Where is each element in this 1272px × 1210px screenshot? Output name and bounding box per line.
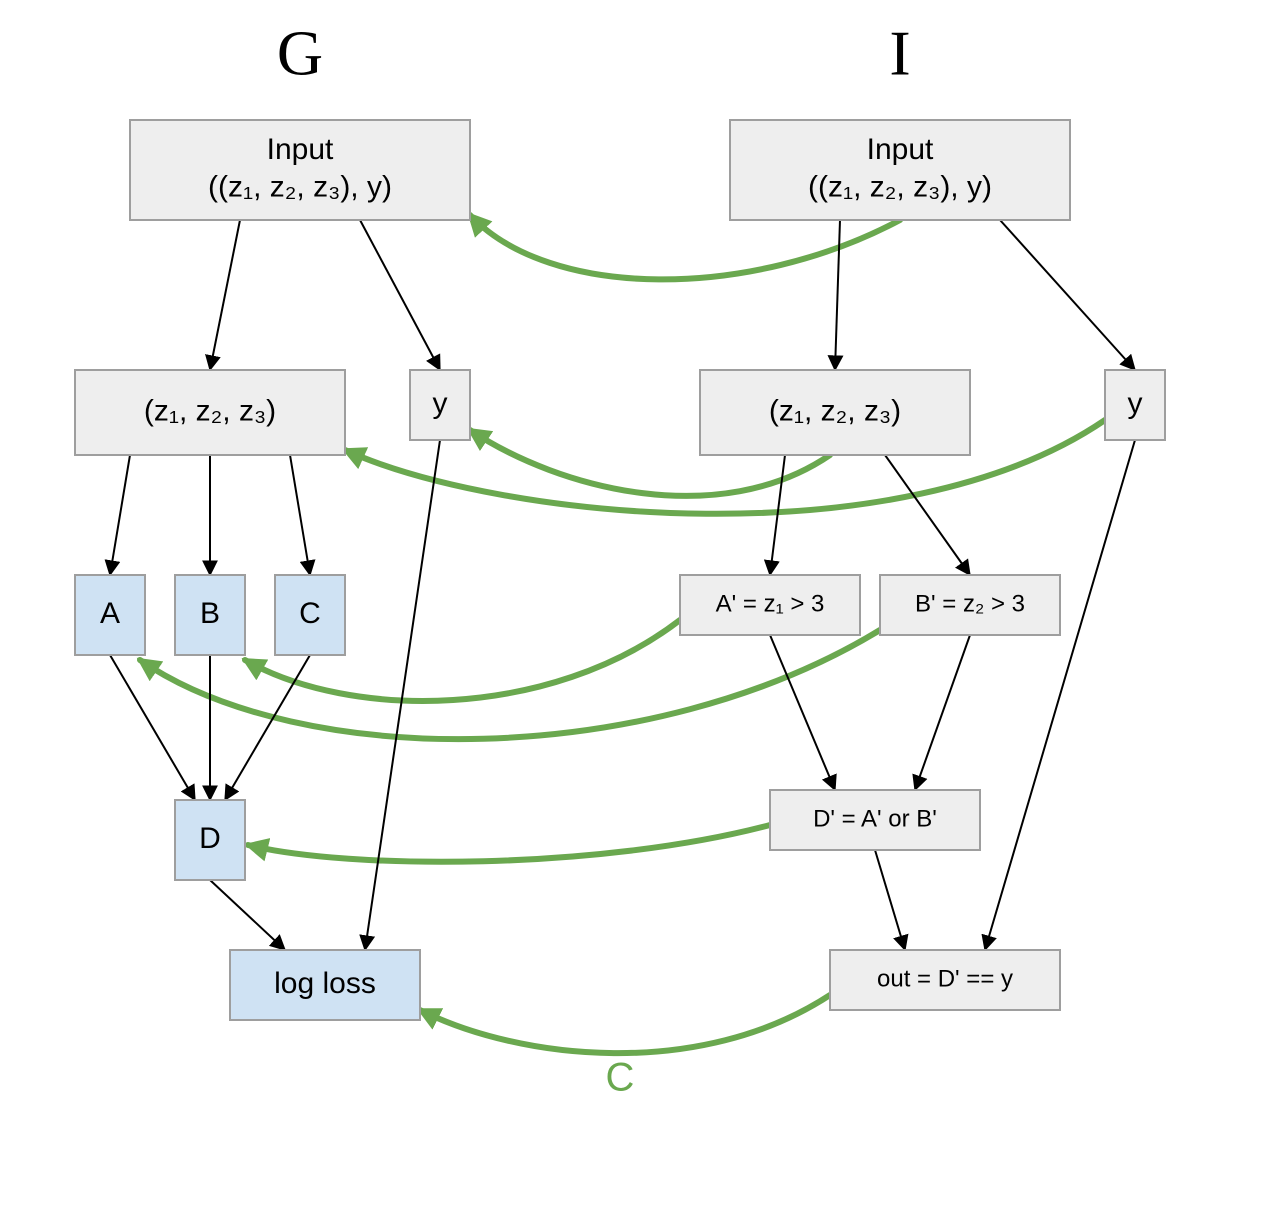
node-G_input-text-1: ((z₁, z₂, z₃), y)	[208, 171, 392, 204]
node-G_D: D	[175, 800, 245, 880]
node-I_y-text-0: y	[1128, 387, 1143, 420]
node-G_log: log loss	[230, 950, 420, 1020]
arrow-G_input-to-G_y	[360, 220, 440, 370]
node-I_input-text-0: Input	[867, 133, 934, 166]
correspondence-label: C	[606, 1056, 635, 1100]
green-arrow-6	[420, 995, 830, 1053]
node-G_C-text-0: C	[299, 597, 321, 630]
arrow-I_Bp-to-I_Dp	[915, 635, 970, 790]
arrow-I_z-to-I_Bp	[885, 455, 970, 575]
green-arrow-4	[140, 630, 880, 739]
node-G_input-text-0: Input	[267, 133, 334, 166]
arrow-G_input-to-G_z	[210, 220, 240, 370]
arrow-G_A-to-G_D	[110, 655, 195, 800]
node-G_y: y	[410, 370, 470, 440]
node-G_B: B	[175, 575, 245, 655]
diagram-canvas: G I Input ((z₁, z₂, z₃), y) (z₁, z₂, z₃) y A…	[0, 0, 1272, 1210]
node-I_out: out = D' == y	[830, 950, 1060, 1010]
green-arrow-5	[248, 825, 770, 862]
arrow-G_D-to-G_log	[210, 880, 285, 950]
node-I_input: Input ((z₁, z₂, z₃), y)	[730, 120, 1070, 220]
arrow-I_Dp-to-I_out	[875, 850, 905, 950]
node-G_input: Input ((z₁, z₂, z₃), y)	[130, 120, 470, 220]
node-I_y: y	[1105, 370, 1165, 440]
node-I_Ap: A' = z₁ > 3	[680, 575, 860, 635]
node-I_Dp-text-0: D' = A' or B'	[813, 805, 937, 832]
node-G_D-text-0: D	[199, 822, 221, 855]
arrow-I_input-to-I_y	[1000, 220, 1135, 370]
arrow-I_y-to-I_out	[985, 440, 1135, 950]
title-I: I	[889, 18, 910, 89]
node-G_y-text-0: y	[433, 387, 448, 420]
arrow-G_z-to-G_C	[290, 455, 310, 575]
node-I_Bp: B' = z₂ > 3	[880, 575, 1060, 635]
node-I_z: (z₁, z₂, z₃)	[700, 370, 970, 455]
node-I_Ap-text-0: A' = z₁ > 3	[716, 590, 825, 617]
node-I_z-text-0: (z₁, z₂, z₃)	[769, 394, 901, 427]
node-I_Dp: D' = A' or B'	[770, 790, 980, 850]
node-G_z-text-0: (z₁, z₂, z₃)	[144, 394, 276, 427]
node-G_A-text-0: A	[100, 597, 120, 630]
node-I_input-text-1: ((z₁, z₂, z₃), y)	[808, 171, 992, 204]
node-G_log-text-0: log loss	[274, 967, 376, 1000]
arrow-G_z-to-G_A	[110, 455, 130, 575]
node-G_B-text-0: B	[200, 597, 220, 630]
node-I_out-text-0: out = D' == y	[877, 965, 1013, 992]
arrow-G_C-to-G_D	[225, 655, 310, 800]
node-I_Bp-text-0: B' = z₂ > 3	[915, 590, 1025, 617]
node-G_z: (z₁, z₂, z₃)	[75, 370, 345, 455]
green-arrow-0	[470, 215, 900, 279]
arrow-G_y-to-G_log	[365, 440, 440, 950]
arrow-I_input-to-I_z	[835, 220, 840, 370]
title-G: G	[277, 18, 323, 89]
node-G_C: C	[275, 575, 345, 655]
node-G_A: A	[75, 575, 145, 655]
nodes: Input ((z₁, z₂, z₃), y) (z₁, z₂, z₃) y A B C Dl…	[75, 120, 1165, 1020]
